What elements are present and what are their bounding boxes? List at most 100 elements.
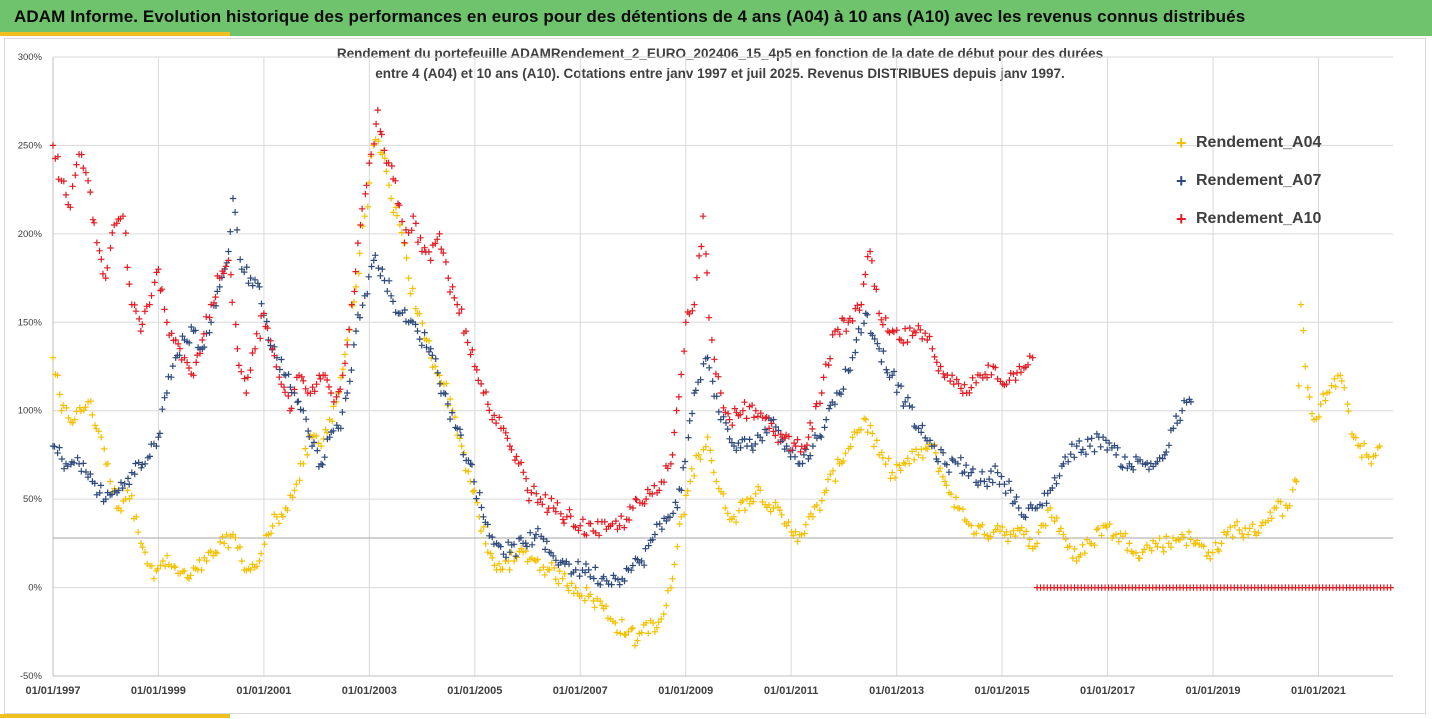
rendement-a07-point xyxy=(478,504,485,511)
rendement-a07-point xyxy=(319,461,326,468)
rendement-a07-point xyxy=(473,495,480,502)
rendement-a10-point xyxy=(96,247,103,254)
rendement-a10-point xyxy=(1024,361,1032,368)
rendement-a10-point xyxy=(358,205,366,212)
rendement-a04-point xyxy=(1304,384,1312,391)
rendement-a07-point xyxy=(726,435,733,442)
rendement-a10-point xyxy=(220,270,227,277)
rendement-a04-point xyxy=(540,564,547,571)
rendement-a10-point xyxy=(678,371,685,378)
rendement-a04-point xyxy=(87,398,95,405)
rendement-a04-point xyxy=(171,564,179,571)
rendement-a10-point xyxy=(525,497,533,504)
rendement-a07-point xyxy=(368,263,375,270)
rendement-a04-point xyxy=(1023,528,1030,535)
rendement-a04-point xyxy=(393,212,401,219)
rendement-a10-point xyxy=(458,305,465,313)
rendement-a10-point xyxy=(957,385,965,392)
rendement-a04-point xyxy=(873,437,880,444)
rendement-a07-point xyxy=(375,264,382,272)
rendement-a04-point xyxy=(387,195,395,202)
rendement-a07-point xyxy=(522,539,529,547)
rendement-a07-point xyxy=(1058,462,1066,470)
rendement-a07-point xyxy=(389,298,397,305)
rendement-a10-point xyxy=(425,248,433,256)
rendement-a04-point xyxy=(653,624,661,631)
rendement-a07-point xyxy=(590,575,597,582)
rendement-a04-point xyxy=(253,563,261,570)
rendement-a07-point xyxy=(339,409,346,416)
rendement-a07-point xyxy=(962,462,970,469)
rendement-a07-point xyxy=(1049,484,1056,492)
rendement-a07-point xyxy=(986,475,993,483)
rendement-a10-point xyxy=(1026,352,1033,360)
rendement-a10-point xyxy=(451,294,458,302)
rendement-a04-point xyxy=(889,469,896,476)
rendement-a10-point xyxy=(1006,377,1013,384)
rendement-a07-point xyxy=(132,460,139,467)
rendement-a10-point xyxy=(862,271,869,278)
rendement-a04-point xyxy=(49,354,57,361)
rendement-a10-point xyxy=(940,370,947,377)
rendement-a07-point xyxy=(446,415,454,423)
rendement-a04-point xyxy=(207,548,214,555)
x-tick-label: 01/01/1997 xyxy=(25,685,80,697)
rendement-a07-point xyxy=(552,557,560,564)
rendement-a07-point xyxy=(402,318,410,325)
rendement-a07-point xyxy=(168,374,175,381)
rendement-a10-point xyxy=(257,312,265,320)
rendement-a10-point xyxy=(137,327,144,335)
rendement-a07-point xyxy=(1068,440,1076,448)
rendement-a04-point xyxy=(275,520,283,527)
rendement-a04-point xyxy=(63,404,70,412)
rendement-a10-point xyxy=(87,188,94,196)
rendement-a10-point xyxy=(449,283,456,290)
rendement-a04-point xyxy=(1003,528,1010,536)
rendement-a07-point xyxy=(884,369,891,376)
rendement-a07-point xyxy=(241,268,248,276)
chart-frame xyxy=(4,38,1426,714)
rendement-a04-point xyxy=(752,490,759,497)
rendement-a07-point xyxy=(816,432,824,440)
rendement-a04-point xyxy=(482,540,489,547)
rendement-a04-point xyxy=(984,532,991,539)
rendement-a10-point xyxy=(852,305,859,312)
rendement-a07-point xyxy=(227,228,234,235)
rendement-a04-point xyxy=(1356,442,1364,450)
rendement-a04-point xyxy=(618,616,626,623)
legend-marker-icon: + xyxy=(1176,133,1187,153)
rendement-a07-point xyxy=(91,480,98,487)
rendement-a10-point xyxy=(374,106,381,114)
rendement-a04-point xyxy=(692,452,700,459)
rendement-a07-point xyxy=(1178,407,1186,414)
rendement-a04-point xyxy=(137,540,145,547)
rendement-a07-point xyxy=(934,458,942,465)
rendement-a04-point xyxy=(559,575,566,582)
rendement-a10-point xyxy=(333,393,340,401)
x-tick-label: 01/01/1999 xyxy=(131,685,186,697)
rendement-a04-point xyxy=(162,562,169,570)
rendement-a04-point xyxy=(416,310,423,317)
rendement-a04-point xyxy=(304,451,311,459)
rendement-a07-point xyxy=(1104,446,1111,454)
rendement-a04-point xyxy=(1273,504,1280,511)
rendement-a10-point xyxy=(856,307,863,314)
rendement-a07-point xyxy=(1091,448,1098,455)
rendement-a10-point xyxy=(62,191,70,199)
rendement-a04-point xyxy=(1091,542,1098,549)
rendement-a07-point xyxy=(139,461,146,468)
rendement-a07-point xyxy=(610,572,617,579)
rendement-a04-point xyxy=(625,628,632,635)
rendement-a10-point xyxy=(689,307,696,314)
rendement-a10-point xyxy=(482,388,490,396)
rendement-a10-point xyxy=(504,435,511,442)
rendement-a04-point xyxy=(447,395,454,403)
rendement-a10-point xyxy=(117,215,124,222)
rendement-a04-point xyxy=(937,465,944,472)
rendement-a04-point xyxy=(390,209,397,216)
rendement-a10-point xyxy=(671,429,678,436)
rendement-a07-point xyxy=(875,345,883,352)
rendement-a04-point xyxy=(840,457,847,465)
rendement-a10-point xyxy=(774,439,782,446)
rendement-a04-point xyxy=(816,506,824,514)
